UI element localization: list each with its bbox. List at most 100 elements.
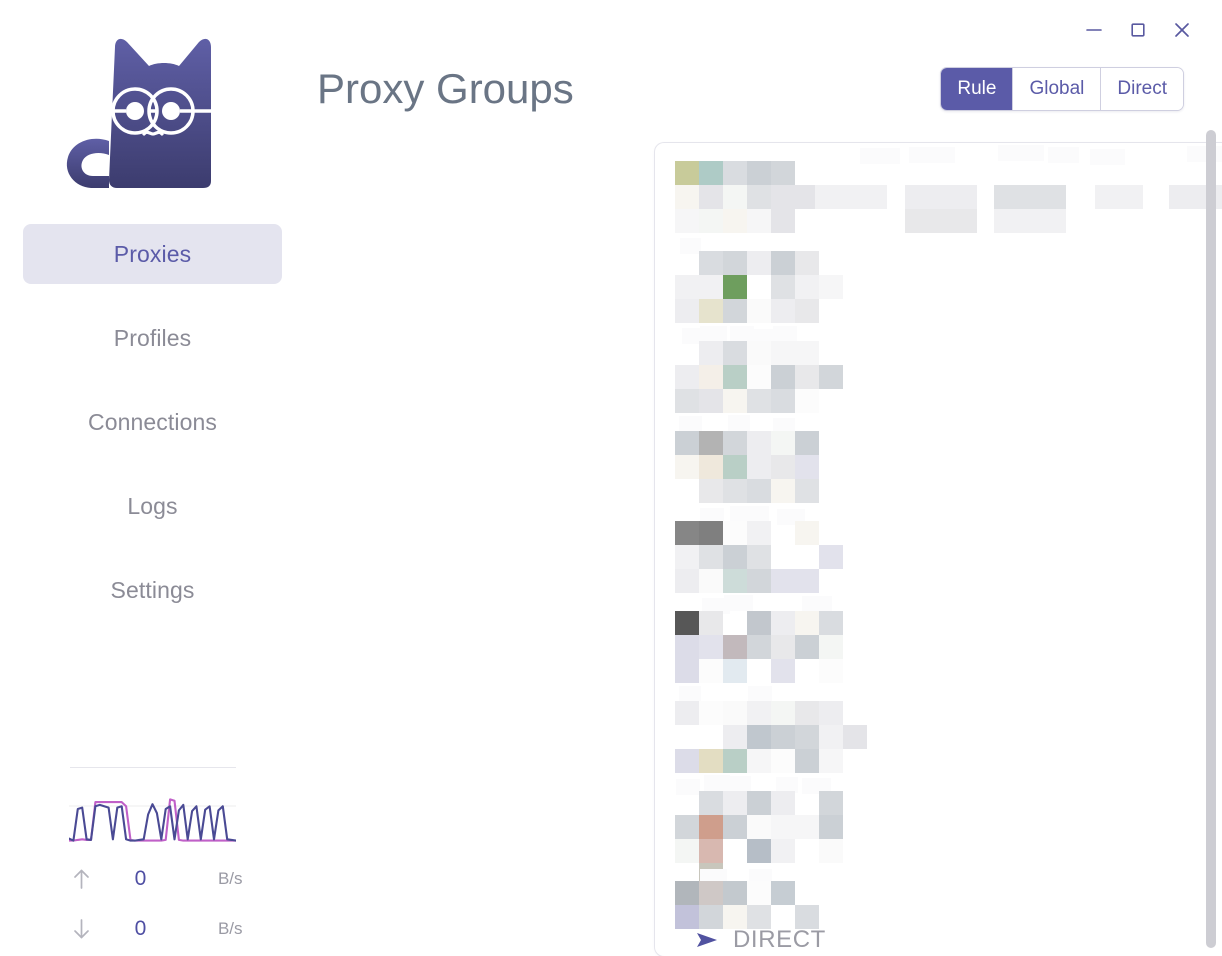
censor-block — [819, 815, 843, 839]
censor-block — [771, 161, 795, 185]
censor-block — [675, 905, 699, 929]
censor-block — [699, 161, 723, 185]
proxy-group-row-7[interactable] — [655, 683, 1222, 773]
censor-block — [675, 569, 699, 593]
censor-block — [699, 905, 723, 929]
proxy-group-row-4[interactable] — [655, 413, 1222, 503]
censor-block — [747, 479, 771, 503]
censor-block — [699, 479, 723, 503]
sidebar-item-connections[interactable]: Connections — [23, 392, 282, 452]
proxy-group-row-1[interactable] — [655, 143, 1222, 233]
censor-block — [795, 299, 819, 323]
censor-block — [729, 325, 754, 342]
censor-block — [675, 659, 699, 683]
censor-block — [723, 659, 747, 683]
censored-group-content: DIRECT — [675, 863, 1222, 953]
censor-block — [795, 569, 819, 593]
censor-block — [747, 209, 771, 233]
proxy-group-row-5[interactable] — [655, 503, 1222, 593]
censor-block — [771, 815, 795, 839]
censor-block — [725, 776, 751, 793]
sidebar-item-proxies[interactable]: Proxies — [23, 224, 282, 284]
mode-button-global[interactable]: Global — [1013, 68, 1102, 110]
censor-block — [819, 659, 843, 683]
censor-block — [699, 251, 723, 275]
censor-block — [795, 389, 819, 413]
censor-block — [699, 635, 723, 659]
censor-block — [723, 545, 747, 569]
sidebar-item-settings[interactable]: Settings — [23, 560, 282, 620]
proxy-item-direct[interactable]: DIRECT — [695, 923, 826, 956]
sidebar-item-logs[interactable]: Logs — [23, 476, 282, 536]
censor-block — [747, 839, 771, 863]
proxy-group-row-6[interactable] — [655, 593, 1222, 683]
censor-block — [771, 479, 795, 503]
close-button[interactable] — [1160, 12, 1204, 48]
censor-block — [704, 775, 730, 792]
censor-block — [905, 209, 977, 233]
minimize-button[interactable] — [1072, 12, 1116, 48]
censor-block — [771, 185, 795, 209]
main-content: Proxy Groups Rule Global Direct DIRECT — [305, 0, 1222, 956]
censor-block — [675, 701, 699, 725]
censor-block — [773, 417, 795, 434]
censor-block — [771, 635, 795, 659]
censor-block — [723, 365, 747, 389]
censor-block — [747, 299, 771, 323]
censored-group-content — [675, 143, 1222, 233]
proxy-group-row-3[interactable] — [655, 323, 1222, 413]
censor-block — [748, 506, 770, 523]
arrow-down-icon — [63, 917, 101, 941]
censor-block — [795, 701, 819, 725]
censor-block — [771, 251, 795, 275]
censor-block — [802, 596, 832, 613]
censor-block — [747, 569, 771, 593]
proxy-group-row-9[interactable]: DIRECT — [655, 863, 1222, 953]
censor-block — [795, 725, 819, 749]
censor-block — [771, 659, 795, 683]
sidebar-item-label: Settings — [110, 576, 195, 603]
censor-block — [699, 325, 728, 342]
sidebar-nav: Proxies Profiles Connections Logs Settin… — [0, 224, 305, 620]
window-controls — [1072, 12, 1204, 48]
proxy-groups-list: DIRECT — [655, 143, 1222, 956]
censor-block — [776, 776, 798, 793]
censor-block — [819, 725, 843, 749]
censor-block — [843, 725, 867, 749]
censor-block — [795, 749, 819, 773]
censor-block — [747, 749, 771, 773]
censor-block — [723, 161, 747, 185]
censor-block — [795, 431, 819, 455]
mode-button-rule[interactable]: Rule — [941, 68, 1014, 110]
censored-group-content — [675, 233, 1222, 323]
censor-block — [795, 455, 819, 479]
arrow-up-icon — [63, 867, 101, 891]
mode-button-direct[interactable]: Direct — [1101, 68, 1183, 110]
censor-block — [771, 881, 795, 905]
censor-block — [699, 455, 723, 479]
censor-block — [675, 185, 699, 209]
proxy-group-row-2[interactable] — [655, 233, 1222, 323]
mode-label: Global — [1029, 78, 1085, 99]
main-scrollbar-track[interactable] — [1206, 128, 1216, 954]
censor-block — [699, 521, 723, 545]
main-scrollbar-thumb[interactable] — [1206, 130, 1216, 948]
censor-block — [675, 431, 699, 455]
censor-block — [771, 839, 795, 863]
censor-block — [801, 777, 832, 794]
censor-block — [747, 611, 771, 635]
maximize-button[interactable] — [1116, 12, 1160, 48]
censor-block — [699, 791, 723, 815]
censor-block — [819, 791, 843, 815]
censor-block — [795, 275, 819, 299]
censor-block — [723, 299, 747, 323]
censor-block — [675, 455, 699, 479]
page-title: Proxy Groups — [317, 65, 574, 112]
censor-block — [819, 275, 843, 299]
sidebar-item-profiles[interactable]: Profiles — [23, 308, 282, 368]
proxy-mode-switcher: Rule Global Direct — [940, 67, 1184, 111]
censor-block — [815, 185, 887, 209]
censor-block — [747, 815, 771, 839]
censor-block — [723, 791, 747, 815]
proxy-group-row-8[interactable] — [655, 773, 1222, 887]
